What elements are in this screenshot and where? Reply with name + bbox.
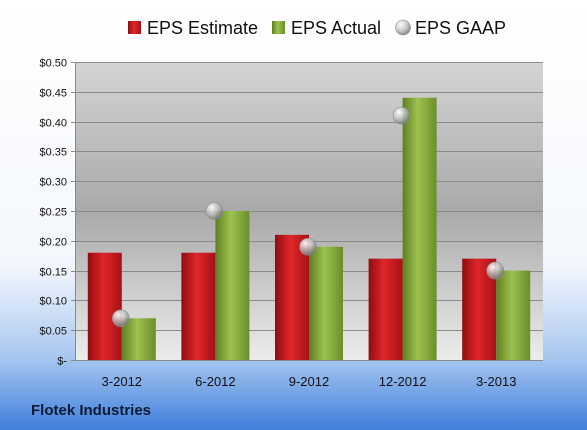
y-tick-label: $0.20: [39, 237, 67, 249]
y-tick-label: $0.45: [39, 88, 67, 100]
bars: [87, 97, 531, 360]
bar-eps-actual: [309, 246, 343, 360]
x-tick-label: 6-2012: [195, 374, 235, 389]
x-axis: 3-2012 6-2012 9-2012 12-2012 3-2013: [75, 360, 543, 389]
y-tick-label: $0.05: [39, 326, 67, 338]
legend-label: EPS Estimate: [147, 18, 258, 38]
marker-eps-gaap: [486, 261, 505, 280]
marker-eps-gaap: [299, 237, 317, 256]
y-tick-label: $0.10: [39, 296, 67, 308]
bar-eps-estimate: [368, 258, 403, 360]
gaap-markers: [112, 106, 505, 328]
y-tick-label: $0.50: [39, 58, 67, 70]
bar-eps-actual: [496, 270, 531, 360]
company-name: Flotek Industries: [31, 402, 152, 419]
marker-eps-gaap: [392, 106, 411, 125]
legend-label: EPS GAAP: [415, 18, 506, 38]
bar-eps-actual: [215, 211, 250, 360]
marker-eps-gaap: [205, 202, 224, 220]
legend-swatch: [395, 19, 411, 36]
legend-swatch: [128, 21, 141, 34]
y-tick-label: $0.30: [39, 177, 67, 189]
bar-eps-actual: [402, 97, 437, 360]
x-tick-label: 12-2012: [379, 374, 427, 389]
bar-eps-estimate: [181, 252, 216, 360]
y-tick-label: $0.35: [39, 147, 67, 159]
x-tick-label: 3-2012: [102, 374, 142, 389]
y-tick-label: $0.15: [39, 267, 67, 279]
y-tick-label: $0.25: [39, 207, 67, 219]
bar-eps-actual: [121, 318, 156, 360]
bar-eps-estimate: [275, 234, 309, 360]
y-tick-label: $-: [57, 356, 67, 368]
legend-label: EPS Actual: [291, 18, 381, 38]
x-tick-label: 3-2013: [476, 374, 516, 389]
legend: EPS Estimate EPS Actual EPS GAAP: [128, 18, 506, 38]
y-axis: $- $0.05 $0.10 $0.15 $0.20 $0.25 $0.30 $0.35 $0.…: [39, 58, 76, 368]
x-tick-label: 9-2012: [289, 374, 329, 389]
y-tick-label: $0.40: [39, 118, 67, 130]
bar-eps-estimate: [87, 252, 122, 360]
marker-eps-gaap: [112, 309, 130, 328]
legend-swatch: [272, 21, 285, 34]
